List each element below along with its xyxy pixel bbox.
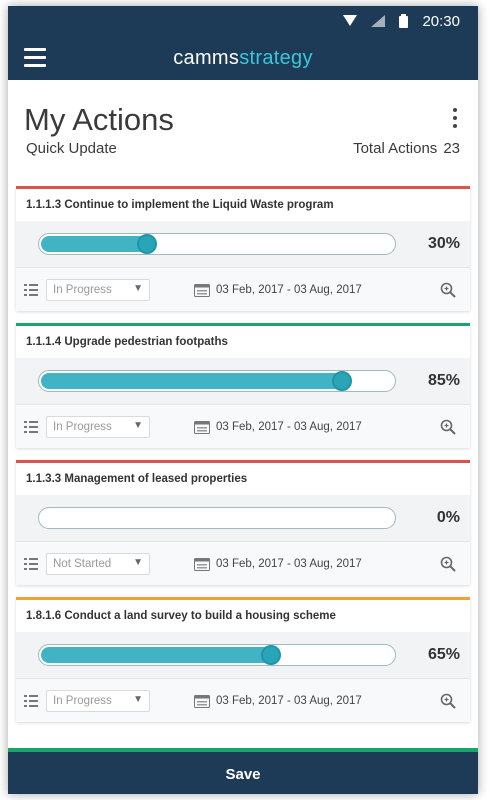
clock: 20:30: [422, 12, 460, 30]
action-meta-row: In Progress ▼ 03 Feb, 2017 - 03 Aug, 201…: [16, 267, 470, 311]
calendar-icon: [194, 694, 210, 708]
status-bar: 20:30: [8, 6, 478, 36]
page-subtitle: Quick Update: [26, 140, 117, 157]
progress-slider[interactable]: [38, 370, 396, 392]
date-range: 03 Feb, 2017 - 03 Aug, 2017: [216, 420, 362, 433]
calendar-icon: [194, 420, 210, 434]
progress-slider[interactable]: [38, 507, 396, 529]
search-icon: [440, 419, 456, 435]
status-value: In Progress: [53, 694, 112, 707]
progress-fill: [41, 236, 147, 252]
calendar-icon: [194, 283, 210, 297]
view-details-button[interactable]: [436, 689, 460, 713]
page-header: My Actions Quick Update Total Actions 23: [8, 80, 478, 186]
action-meta-row: In Progress ▼ 03 Feb, 2017 - 03 Aug, 201…: [16, 678, 470, 722]
search-icon: [440, 282, 456, 298]
menu-icon[interactable]: [24, 48, 46, 68]
list-icon: [24, 694, 38, 707]
slider-handle[interactable]: [332, 371, 352, 391]
progress-percent: 30%: [427, 235, 460, 252]
action-card: 1.1.3.3 Management of leased properties …: [16, 460, 470, 585]
view-details-button[interactable]: [436, 278, 460, 302]
list-icon: [24, 557, 38, 570]
battery-icon: [399, 14, 409, 28]
status-dropdown[interactable]: In Progress ▼: [46, 278, 150, 301]
progress-percent: 85%: [427, 372, 460, 389]
wifi-icon: [343, 15, 358, 26]
action-title: 1.1.3.3 Management of leased properties: [26, 473, 248, 485]
page-title: My Actions: [24, 102, 174, 137]
progress-fill: [41, 647, 271, 663]
view-details-button[interactable]: [436, 415, 460, 439]
action-title: 1.1.1.3 Continue to implement the Liquid…: [26, 199, 334, 211]
action-meta-row: Not Started ▼ 03 Feb, 2017 - 03 Aug, 201…: [16, 541, 470, 585]
brand-part1: camms: [173, 46, 240, 69]
progress-fill: [41, 373, 342, 389]
save-button[interactable]: Save: [8, 748, 478, 794]
action-meta-row: In Progress ▼ 03 Feb, 2017 - 03 Aug, 201…: [16, 404, 470, 448]
status-dropdown[interactable]: In Progress ▼: [46, 689, 150, 712]
status-dropdown[interactable]: In Progress ▼: [46, 415, 150, 438]
total-actions-label: Total Actions: [353, 140, 438, 157]
calendar-icon: [194, 557, 210, 571]
search-icon: [440, 693, 456, 709]
status-dropdown[interactable]: Not Started ▼: [46, 552, 150, 575]
signal-icon: [371, 15, 386, 27]
chevron-down-icon: ▼: [133, 556, 143, 568]
date-range: 03 Feb, 2017 - 03 Aug, 2017: [216, 694, 362, 707]
progress-percent: 65%: [427, 646, 460, 663]
progress-row: 85%: [16, 358, 470, 404]
total-actions-count: 23: [443, 140, 460, 157]
status-value: In Progress: [53, 420, 112, 433]
slider-handle[interactable]: [261, 645, 281, 665]
chevron-down-icon: ▼: [133, 693, 143, 705]
progress-row: 0%: [16, 495, 470, 541]
more-options-icon[interactable]: [450, 108, 460, 130]
action-card: 1.1.1.3 Continue to implement the Liquid…: [16, 186, 470, 311]
list-icon: [24, 283, 38, 296]
chevron-down-icon: ▼: [133, 282, 143, 294]
status-value: In Progress: [53, 283, 112, 296]
progress-slider[interactable]: [38, 644, 396, 666]
progress-row: 30%: [16, 221, 470, 267]
progress-row: 65%: [16, 632, 470, 678]
action-list: 1.1.1.3 Continue to implement the Liquid…: [8, 186, 478, 744]
total-actions: Total Actions 23: [347, 140, 460, 157]
action-card: 1.8.1.6 Conduct a land survey to build a…: [16, 597, 470, 722]
action-title: 1.1.1.4 Upgrade pedestrian footpaths: [26, 336, 228, 348]
progress-slider[interactable]: [38, 233, 396, 255]
phone-screen: 20:30 cammsstrategy My Actions Quick Upd…: [8, 6, 478, 794]
view-details-button[interactable]: [436, 552, 460, 576]
date-range: 03 Feb, 2017 - 03 Aug, 2017: [216, 283, 362, 296]
list-icon: [24, 420, 38, 433]
brand-logo: cammsstrategy: [8, 47, 478, 70]
chevron-down-icon: ▼: [133, 419, 143, 431]
action-title: 1.8.1.6 Conduct a land survey to build a…: [26, 610, 336, 622]
progress-percent: 0%: [436, 509, 460, 526]
app-bar: cammsstrategy: [8, 36, 478, 80]
search-icon: [440, 556, 456, 572]
brand-part2: strategy: [239, 46, 313, 69]
slider-handle[interactable]: [137, 234, 157, 254]
date-range: 03 Feb, 2017 - 03 Aug, 2017: [216, 557, 362, 570]
action-card: 1.1.1.4 Upgrade pedestrian footpaths 85%…: [16, 323, 470, 448]
status-value: Not Started: [53, 557, 112, 570]
